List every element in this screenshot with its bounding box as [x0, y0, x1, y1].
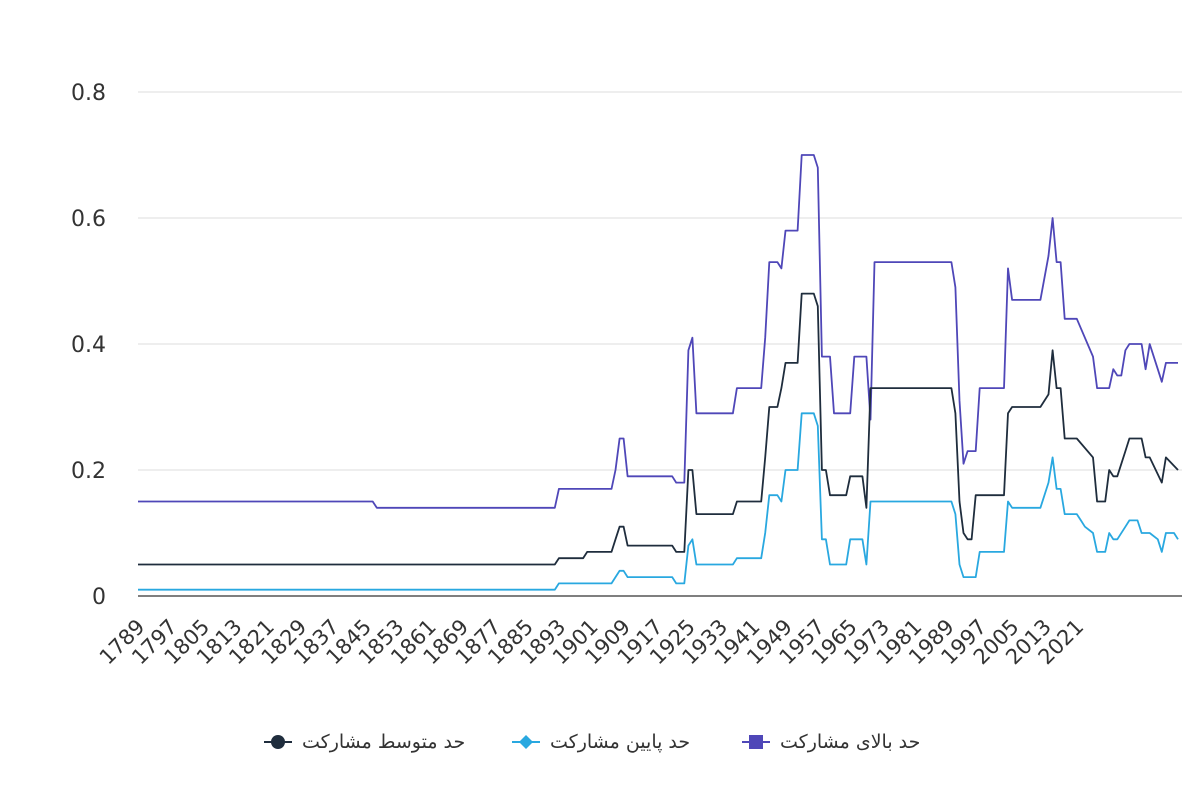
y-tick-label: 0.2 [71, 459, 106, 484]
circle-marker-icon [264, 735, 292, 749]
legend-label: حد پایین مشارکت [550, 731, 691, 753]
series-line-0 [138, 154, 1178, 509]
series-line-1 [138, 412, 1179, 591]
line-chart: 0 0.2 0.4 0.6 0.8 17891797180518131821182918… [71, 81, 1182, 670]
x-axis-ticks: 1789179718051813182118291837184518531861… [95, 615, 1089, 670]
gridlines [138, 91, 1182, 471]
y-tick-label: 0.4 [71, 333, 106, 358]
square-marker-icon [742, 735, 770, 749]
legend-item-0[interactable]: حد بالای مشارکت [740, 724, 920, 760]
legend-item-1[interactable]: حد پایین مشارکت [510, 724, 690, 760]
y-axis-ticks: 0 0.2 0.4 0.6 0.8 [71, 81, 106, 610]
series-line-2 [138, 292, 1179, 566]
y-tick-label: 0.8 [71, 81, 106, 106]
legend-item-2[interactable]: حد متوسط مشارکت [262, 724, 465, 760]
legend-label: حد بالای مشارکت [780, 731, 921, 753]
y-tick-label: 0 [92, 585, 106, 610]
diamond-marker-icon [512, 735, 540, 749]
legend-label: حد متوسط مشارکت [302, 731, 466, 753]
series-lines [138, 154, 1179, 591]
y-tick-label: 0.6 [71, 207, 106, 232]
legend: حد متوسط مشارکت حد پایین مشارکت حد بالای م… [0, 724, 1200, 760]
